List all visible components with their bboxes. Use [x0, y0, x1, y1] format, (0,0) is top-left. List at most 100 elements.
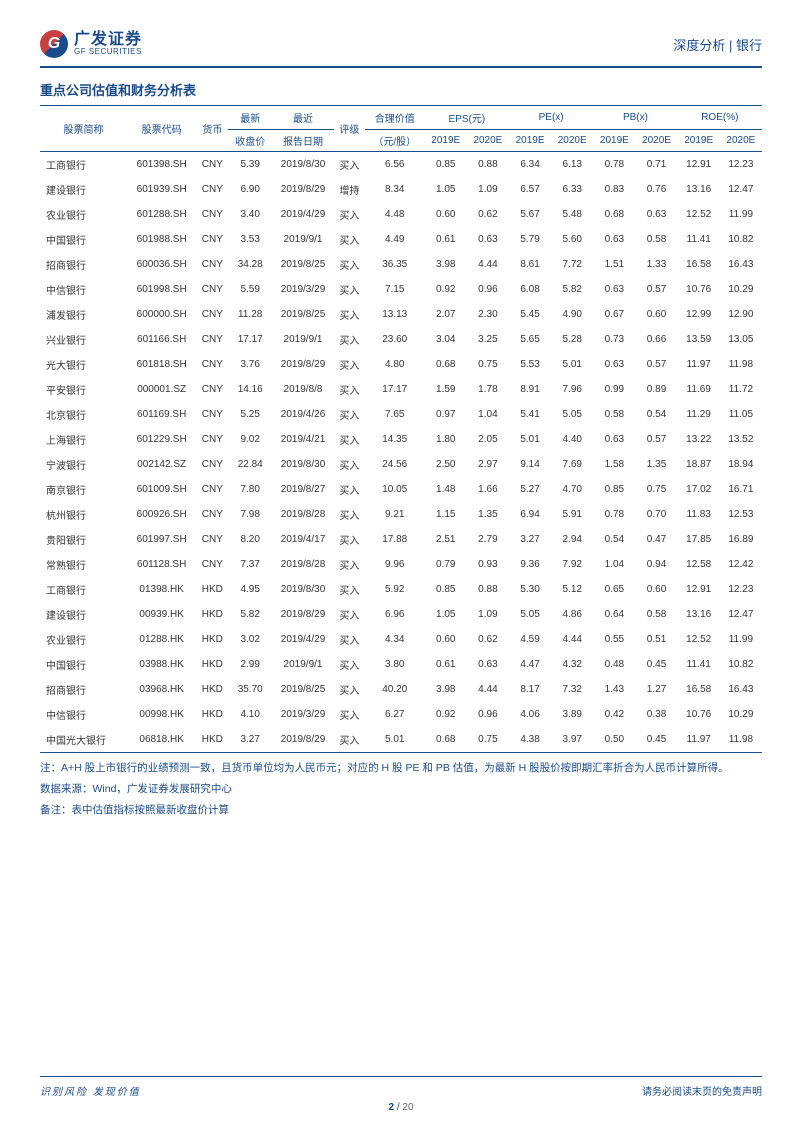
table-cell: 0.67: [593, 302, 635, 327]
table-cell: 5.30: [509, 577, 551, 602]
table-cell: 2019/8/28: [272, 552, 334, 577]
table-cell: 招商银行: [40, 252, 127, 277]
table-cell: 买入: [334, 577, 365, 602]
table-cell: 建设银行: [40, 177, 127, 202]
table-cell: CNY: [196, 477, 228, 502]
table-cell: 2019/4/29: [272, 627, 334, 652]
table-row: 农业银行601288.SHCNY3.402019/4/29买入4.480.600…: [40, 202, 762, 227]
header-category: 深度分析 | 银行: [673, 35, 762, 54]
table-cell: 4.49: [365, 227, 425, 252]
table-cell: 0.68: [425, 727, 467, 753]
table-cell: 0.92: [425, 702, 467, 727]
table-cell: 光大银行: [40, 352, 127, 377]
table-cell: 2.97: [467, 452, 509, 477]
table-cell: CNY: [196, 427, 228, 452]
table-cell: 0.63: [635, 202, 677, 227]
table-cell: 5.92: [365, 577, 425, 602]
table-cell: 工商银行: [40, 577, 127, 602]
table-cell: 8.20: [228, 527, 272, 552]
table-cell: 11.28: [228, 302, 272, 327]
table-cell: 8.91: [509, 377, 551, 402]
table-cell: CNY: [196, 227, 228, 252]
table-cell: 2.99: [228, 652, 272, 677]
table-cell: 601229.SH: [127, 427, 196, 452]
table-cell: 7.65: [365, 402, 425, 427]
col-fair-bot: （元/股）: [365, 130, 425, 152]
table-cell: 1.78: [467, 377, 509, 402]
table-cell: 0.42: [593, 702, 635, 727]
note-line: 注：A+H 股上市银行的业绩预测一致，且货币单位均为人民币元；对应的 H 股 P…: [40, 759, 762, 778]
table-cell: 买入: [334, 427, 365, 452]
table-cell: 1.51: [593, 252, 635, 277]
table-cell: 0.60: [635, 302, 677, 327]
table-cell: 11.97: [678, 352, 720, 377]
table-cell: 8.34: [365, 177, 425, 202]
col-code: 股票代码: [127, 106, 196, 152]
table-cell: 0.75: [467, 352, 509, 377]
table-cell: 2.30: [467, 302, 509, 327]
table-cell: 10.05: [365, 477, 425, 502]
table-cell: 12.47: [720, 602, 762, 627]
table-cell: 买入: [334, 327, 365, 352]
table-cell: 5.53: [509, 352, 551, 377]
table-cell: 2.51: [425, 527, 467, 552]
table-cell: 5.45: [509, 302, 551, 327]
table-cell: 3.80: [365, 652, 425, 677]
footer-slogan: 识别风险 发现价值: [40, 1083, 141, 1098]
table-cell: 0.57: [635, 277, 677, 302]
table-cell: 6.34: [509, 152, 551, 178]
col-eps: EPS(元): [425, 106, 509, 130]
table-cell: CNY: [196, 252, 228, 277]
table-cell: 23.60: [365, 327, 425, 352]
table-cell: 0.62: [467, 202, 509, 227]
table-cell: 10.76: [678, 702, 720, 727]
table-cell: 0.94: [635, 552, 677, 577]
table-cell: 5.91: [551, 502, 593, 527]
table-cell: 0.99: [593, 377, 635, 402]
table-cell: 上海银行: [40, 427, 127, 452]
table-cell: 5.01: [365, 727, 425, 753]
table-cell: 9.02: [228, 427, 272, 452]
table-cell: 2019/3/29: [272, 702, 334, 727]
table-cell: 2019/8/28: [272, 502, 334, 527]
table-cell: 2.50: [425, 452, 467, 477]
table-cell: CNY: [196, 402, 228, 427]
table-cell: 0.78: [593, 502, 635, 527]
table-row: 浦发银行600000.SHCNY11.282019/8/25买入13.132.0…: [40, 302, 762, 327]
table-cell: 0.75: [467, 727, 509, 753]
table-cell: CNY: [196, 502, 228, 527]
col-price-top: 最新: [228, 106, 272, 130]
table-cell: 杭州银行: [40, 502, 127, 527]
table-cell: 5.48: [551, 202, 593, 227]
table-cell: 12.23: [720, 577, 762, 602]
table-cell: 601128.SH: [127, 552, 196, 577]
table-cell: 601939.SH: [127, 177, 196, 202]
col-pb: PB(x): [593, 106, 677, 130]
table-cell: 4.80: [365, 352, 425, 377]
table-cell: 4.44: [467, 252, 509, 277]
table-cell: 9.96: [365, 552, 425, 577]
table-cell: 买入: [334, 252, 365, 277]
table-row: 建设银行601939.SHCNY6.902019/8/29增持8.341.051…: [40, 177, 762, 202]
col-roe20: 2020E: [720, 130, 762, 152]
table-cell: 601398.SH: [127, 152, 196, 178]
table-cell: 2.79: [467, 527, 509, 552]
table-cell: 4.70: [551, 477, 593, 502]
table-cell: 0.68: [593, 202, 635, 227]
table-cell: 1.09: [467, 602, 509, 627]
table-cell: 13.16: [678, 602, 720, 627]
table-cell: 12.52: [678, 627, 720, 652]
table-cell: 5.79: [509, 227, 551, 252]
table-cell: 5.82: [228, 602, 272, 627]
table-cell: 8.17: [509, 677, 551, 702]
table-cell: 0.66: [635, 327, 677, 352]
table-row: 招商银行03968.HKHKD35.702019/8/25买入40.203.98…: [40, 677, 762, 702]
table-cell: 12.90: [720, 302, 762, 327]
table-cell: 2019/8/25: [272, 252, 334, 277]
note-line: 数据来源：Wind，广发证券发展研究中心: [40, 780, 762, 799]
table-cell: 买入: [334, 502, 365, 527]
table-cell: 买入: [334, 227, 365, 252]
table-cell: 9.36: [509, 552, 551, 577]
table-row: 建设银行00939.HKHKD5.822019/8/29买入6.961.051.…: [40, 602, 762, 627]
table-cell: 0.89: [635, 377, 677, 402]
